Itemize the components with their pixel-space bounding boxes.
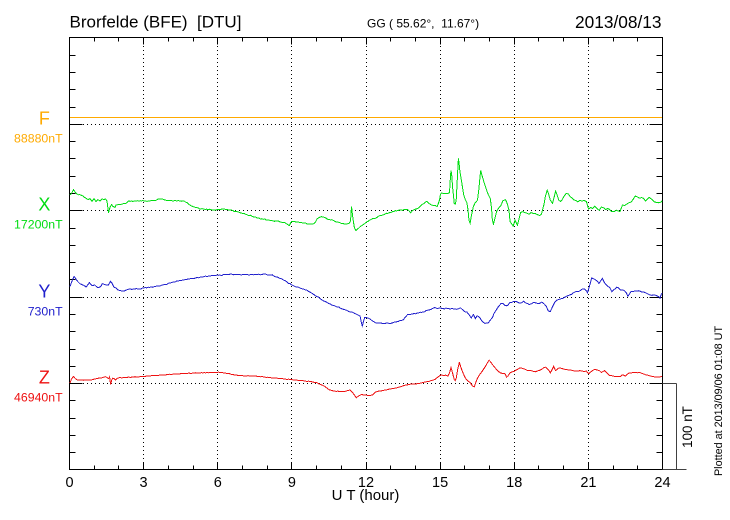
svg-text:17200nT: 17200nT [14,217,63,231]
svg-text:6: 6 [214,475,222,491]
svg-text:U T (hour): U T (hour) [332,487,400,504]
svg-text:Y: Y [38,282,50,302]
svg-text:46940nT: 46940nT [14,390,63,404]
svg-text:3: 3 [140,475,148,491]
svg-text:12: 12 [358,475,374,491]
svg-text:Plotted at 2013/09/06 01:08 UT: Plotted at 2013/09/06 01:08 UT [713,326,725,476]
svg-text:0: 0 [65,475,73,491]
svg-text:15: 15 [432,475,448,491]
svg-text:21: 21 [580,475,596,491]
svg-text:2013/08/13: 2013/08/13 [575,12,662,32]
svg-text:88880nT: 88880nT [14,131,63,145]
svg-text:Z: Z [39,368,50,388]
svg-text:730nT: 730nT [28,304,63,318]
svg-text:24: 24 [654,475,670,491]
svg-text:X: X [38,195,50,215]
svg-text:GG ( 55.62°, 11.67°): GG ( 55.62°, 11.67°) [367,17,479,31]
svg-text:F: F [39,109,50,129]
svg-text:Brorfelde (BFE) [DTU]: Brorfelde (BFE) [DTU] [70,13,242,32]
svg-text:18: 18 [506,475,522,491]
svg-text:100 nT: 100 nT [680,406,695,448]
svg-text:9: 9 [288,475,296,491]
